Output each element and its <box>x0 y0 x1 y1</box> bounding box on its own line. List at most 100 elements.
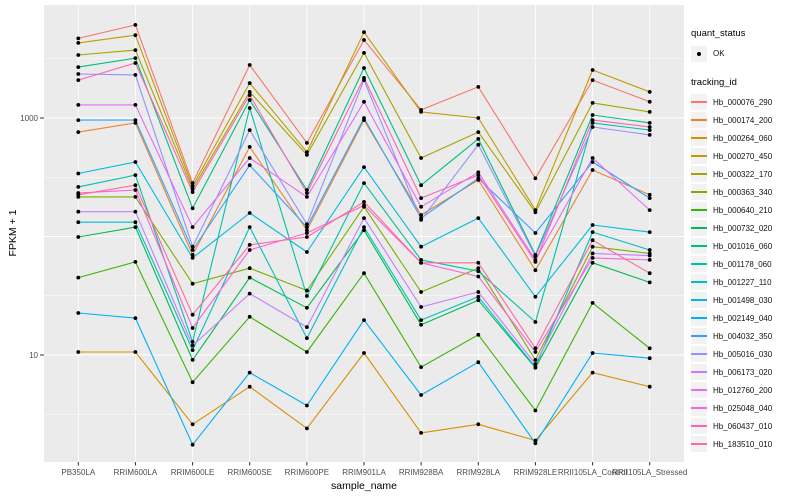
data-point <box>76 220 81 225</box>
data-point <box>476 266 481 271</box>
data-point <box>305 288 309 293</box>
data-point <box>533 210 538 215</box>
legend-entry-label: Hb_000174_200 <box>713 115 773 125</box>
data-point <box>247 98 252 102</box>
legend-key-box <box>691 94 707 110</box>
data-point <box>76 78 81 82</box>
data-point <box>362 318 366 322</box>
data-point <box>533 350 538 354</box>
data-point <box>362 216 366 221</box>
legend-key-box <box>691 346 707 362</box>
legend-entry-label: Hb_183510_010 <box>713 439 773 449</box>
legend-title-tracking-id: tracking_id <box>691 77 737 88</box>
legend-key-box <box>691 238 707 254</box>
data-point <box>533 320 538 324</box>
data-point <box>305 231 309 235</box>
data-point <box>647 99 652 104</box>
legend-entry: Hb_001016_060 <box>691 237 799 255</box>
legend-key-box <box>691 382 707 398</box>
data-point <box>76 65 81 69</box>
data-point <box>590 230 595 235</box>
legend-line-swatch <box>691 407 707 409</box>
legend-entry-label: Hb_001498_030 <box>713 295 773 305</box>
legend-title-quant-status: quant_status <box>691 28 746 39</box>
legend-line-swatch <box>691 389 707 391</box>
data-point <box>76 209 81 214</box>
data-point <box>133 173 138 178</box>
data-point <box>362 51 366 55</box>
data-point <box>76 118 81 122</box>
data-point <box>533 260 538 264</box>
data-point <box>533 438 538 443</box>
legend-key-box <box>691 130 707 146</box>
data-point <box>533 346 538 351</box>
legend-line-swatch <box>691 353 707 355</box>
data-point <box>247 63 252 67</box>
data-point <box>305 250 309 254</box>
data-point <box>647 208 652 213</box>
data-point <box>362 38 366 42</box>
data-point <box>590 251 595 256</box>
data-point <box>647 248 652 252</box>
x-tick-label: RRIM901LA <box>342 468 386 477</box>
legend-line-swatch <box>691 335 707 337</box>
legend-entry: Hb_006173_020 <box>691 363 799 381</box>
data-point <box>305 235 309 239</box>
data-point <box>590 68 595 72</box>
legend-entry-label: Hb_001227_110 <box>713 277 772 287</box>
data-point <box>76 171 81 176</box>
data-point <box>590 125 595 129</box>
data-point <box>533 176 538 181</box>
point-marker-icon <box>697 51 701 56</box>
data-point <box>247 266 252 271</box>
legend-entry: Hb_000076_290 <box>691 93 799 111</box>
data-point <box>590 238 595 243</box>
legend-entry-label: Hb_000732_020 <box>713 223 773 233</box>
data-point <box>190 253 195 257</box>
legend-entry: Hb_000363_340 <box>691 183 799 201</box>
data-point <box>190 184 195 189</box>
data-point <box>76 53 81 57</box>
legend-entry-label: Hb_001016_060 <box>713 241 773 251</box>
legend-key-box <box>691 202 707 218</box>
data-point <box>476 173 481 178</box>
data-point <box>533 362 538 366</box>
y-axis: 1000 10 <box>20 114 44 360</box>
legend-entry-label: Hb_000640_210 <box>713 205 773 215</box>
data-point <box>305 228 309 233</box>
data-point <box>647 356 652 361</box>
x-tick-label: RRIM600LA <box>114 468 158 477</box>
data-point <box>190 380 195 385</box>
data-point <box>590 78 595 82</box>
data-point <box>419 393 423 397</box>
data-point <box>590 118 595 122</box>
data-point <box>76 275 81 280</box>
legend-entry: Hb_001178_060 <box>691 255 799 273</box>
data-point <box>247 225 252 230</box>
data-point <box>419 218 423 222</box>
data-point <box>247 106 252 110</box>
data-point <box>76 235 81 239</box>
data-point <box>362 181 366 186</box>
legend-entry: Hb_000322_170 <box>691 165 799 183</box>
data-point <box>476 260 481 265</box>
data-point <box>133 160 138 164</box>
data-point <box>590 101 595 105</box>
data-points <box>76 23 652 447</box>
data-point <box>362 351 366 355</box>
legend-entry-label: Hb_000270_450 <box>713 151 773 161</box>
legend-line-swatch <box>691 299 707 301</box>
data-point <box>590 301 595 305</box>
legend-entry: Hb_001498_030 <box>691 291 799 309</box>
legend-entry-label: Hb_002149_040 <box>713 313 773 323</box>
data-point <box>76 185 81 189</box>
legend-line-swatch <box>691 191 707 193</box>
data-point <box>76 192 81 197</box>
legend-key-box <box>691 112 707 128</box>
legend-line-swatch <box>691 425 707 427</box>
data-point <box>533 268 538 273</box>
data-point <box>419 183 423 188</box>
data-point <box>305 336 309 340</box>
